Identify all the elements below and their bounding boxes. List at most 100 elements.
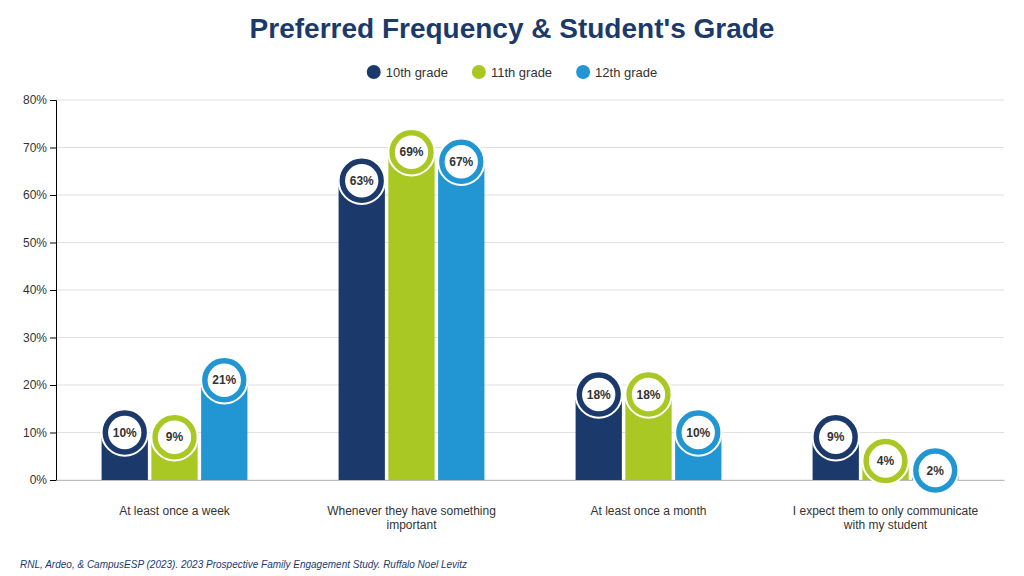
data-label: 69% <box>399 145 423 159</box>
grid-line <box>56 242 1004 243</box>
tick-mark <box>50 148 56 149</box>
tick-label: 70% <box>23 141 47 155</box>
value-marker-inner <box>108 416 141 449</box>
value-marker-inner <box>395 136 428 169</box>
y-tick: 60% <box>23 188 56 202</box>
data-label: 9% <box>166 430 184 444</box>
bars <box>102 152 959 480</box>
data-label: 4% <box>877 454 895 468</box>
data-label: 21% <box>212 373 236 387</box>
data-label: 18% <box>636 388 660 402</box>
data-label: 10% <box>113 426 137 440</box>
tick-mark <box>50 243 56 244</box>
value-marker <box>102 409 148 455</box>
bar <box>388 152 434 480</box>
grid-line <box>56 290 1004 291</box>
tick-label-line: I expect them to only communicate <box>793 504 979 518</box>
value-marker <box>862 438 908 484</box>
tick-label-line: important <box>386 518 437 532</box>
bar <box>339 181 385 480</box>
legend-item: 12th grade <box>576 65 657 80</box>
y-tick: 70% <box>23 141 56 155</box>
value-marker-inner <box>869 444 902 477</box>
x-tick: At least once a month <box>590 480 706 518</box>
value-marker-inner <box>208 364 241 397</box>
tick-label: 0% <box>30 473 48 487</box>
legend: 10th grade 11th grade 12th grade <box>367 65 658 80</box>
annotation: RNL, Ardeo, & CampusESP (2023). 2023 Pro… <box>20 559 467 570</box>
y-tick: 80% <box>23 93 56 107</box>
grid-line <box>56 480 1004 481</box>
tick-label: 40% <box>23 283 47 297</box>
tick-label: 60% <box>23 188 47 202</box>
data-label: 9% <box>827 430 845 444</box>
grid-line <box>56 100 1004 101</box>
data-label: 67% <box>449 155 473 169</box>
grid <box>56 100 1004 480</box>
value-marker <box>576 371 622 417</box>
value-markers <box>102 129 959 494</box>
title: Preferred Frequency & Student's Grade <box>250 13 775 44</box>
value-marker-inner <box>632 378 665 411</box>
value-marker-inner <box>919 454 952 487</box>
tick-label: At least once a month <box>590 504 706 518</box>
value-marker-inner <box>582 378 615 411</box>
value-marker-inner <box>819 421 852 454</box>
legend-marker <box>472 65 486 79</box>
grid-line <box>56 385 1004 386</box>
tick-label-line: Whenever they have something <box>327 504 496 518</box>
value-marker <box>151 414 197 460</box>
tick-label: I expect them to only communicatewith my… <box>793 504 979 532</box>
bar <box>438 162 484 480</box>
x-tick: Whenever they have somethingimportant <box>327 480 496 532</box>
tick-label-line: At least once a month <box>590 504 706 518</box>
legend-label: 11th grade <box>491 65 552 80</box>
value-marker-inner <box>445 145 478 178</box>
tick-label: 10% <box>23 426 47 440</box>
chart: 0% 10% 20% 30% 40% 50% 60% 70% 80% At least once … <box>0 0 1024 576</box>
y-axis: 0% 10% 20% 30% 40% 50% 60% 70% 80% <box>23 93 57 487</box>
plot: 0% 10% 20% 30% 40% 50% 60% 70% 80% At least once … <box>23 93 1005 532</box>
grid-line <box>56 195 1004 196</box>
tick-mark <box>50 385 56 386</box>
y-tick: 50% <box>23 236 56 250</box>
data-label: 10% <box>686 426 710 440</box>
legend-label: 12th grade <box>595 65 657 80</box>
y-tick: 30% <box>23 331 56 345</box>
tick-label: 30% <box>23 331 47 345</box>
data-label: 63% <box>350 174 374 188</box>
value-marker-inner <box>345 164 378 197</box>
tick-mark <box>50 100 56 101</box>
legend-label: 10th grade <box>386 65 448 80</box>
tick-label: 20% <box>23 378 47 392</box>
data-labels: 10%63%18%9%9%69%18%4%21%67%10%2% <box>113 145 945 477</box>
axis-line <box>57 480 1005 481</box>
tick-mark <box>50 338 56 339</box>
tick-mark <box>50 433 56 434</box>
tick-mark <box>50 290 56 291</box>
tick-label-line: with my student <box>843 518 928 532</box>
value-marker <box>388 129 434 175</box>
value-marker <box>438 139 484 185</box>
tick-label: 50% <box>23 236 47 250</box>
x-tick: At least once a week <box>119 480 231 518</box>
x-axis: At least once a week Whenever they have s… <box>57 480 1005 532</box>
legend-item: 10th grade <box>367 65 448 80</box>
tick-label-line: At least once a week <box>119 504 231 518</box>
tick-label: At least once a week <box>119 504 231 518</box>
y-tick: 40% <box>23 283 56 297</box>
value-marker <box>675 409 721 455</box>
grid-line <box>56 147 1004 148</box>
legend-item: 11th grade <box>472 65 552 80</box>
value-marker <box>339 158 385 204</box>
legend-marker <box>367 65 381 79</box>
y-tick: 10% <box>23 426 56 440</box>
tick-mark <box>50 195 56 196</box>
tick-mark <box>50 480 56 481</box>
tick-label: 80% <box>23 93 47 107</box>
grid-line <box>56 337 1004 338</box>
legend-marker <box>576 65 590 79</box>
value-marker-inner <box>158 421 191 454</box>
value-marker <box>813 414 859 460</box>
axis-line <box>50 101 57 481</box>
